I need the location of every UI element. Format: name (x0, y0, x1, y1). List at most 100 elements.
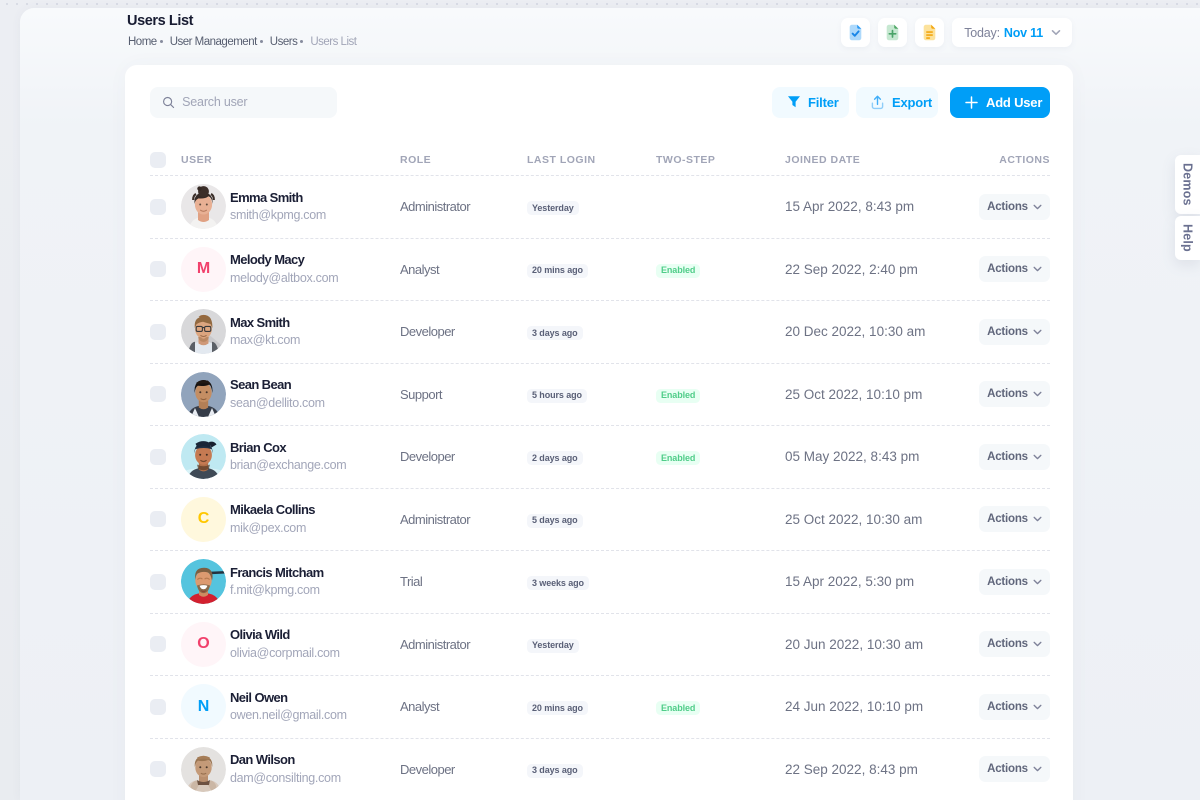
user-role: Support (400, 386, 443, 402)
table-row: M Melody Macy melody@altbox.com Analyst … (150, 239, 1050, 301)
add-user-button[interactable]: Add User (950, 86, 1050, 118)
actions-button[interactable]: Actions (979, 568, 1050, 595)
row-checkbox[interactable] (150, 198, 166, 215)
user-name[interactable]: Sean Bean (230, 377, 292, 392)
user-email: max@kt.com (230, 333, 301, 347)
user-avatar-photo[interactable] (181, 372, 226, 417)
file-check-button[interactable] (841, 18, 871, 47)
search-input[interactable] (182, 95, 327, 109)
row-checkbox[interactable] (150, 448, 166, 465)
demos-tab[interactable]: Demos (1175, 155, 1200, 214)
chevron-down-icon (1033, 579, 1042, 585)
row-checkbox[interactable] (150, 636, 166, 653)
user-avatar-photo[interactable] (181, 184, 226, 229)
breadcrumb-separator-dot (259, 40, 263, 43)
actions-button[interactable]: Actions (979, 256, 1050, 283)
two-step-badge: Enabled (656, 263, 701, 278)
joined-date: 15 Apr 2022, 8:43 pm (785, 199, 915, 215)
actions-button[interactable]: Actions (979, 506, 1050, 533)
user-cell: Emma Smith smith@kpmg.com (181, 184, 400, 229)
row-checkbox[interactable] (150, 573, 166, 590)
row-checkbox[interactable] (150, 761, 166, 778)
user-name[interactable]: Neil Owen (230, 689, 288, 705)
file-plus-button[interactable] (878, 18, 908, 47)
user-avatar-photo[interactable] (181, 559, 226, 604)
chevron-down-icon (1033, 329, 1042, 335)
row-checkbox[interactable] (150, 386, 166, 403)
actions-button-label: Actions (987, 450, 1028, 463)
user-name[interactable]: Dan Wilson (230, 752, 295, 767)
filter-label: Filter (808, 94, 839, 110)
export-button[interactable]: Export (856, 86, 938, 118)
breadcrumb-separator-dot (159, 40, 163, 43)
user-cell: Dan Wilson dam@consilting.com (181, 747, 400, 792)
last-login-badge: 5 hours ago (527, 388, 587, 403)
user-avatar-initial[interactable]: O (181, 621, 226, 667)
file-lines-button[interactable] (915, 18, 945, 47)
actions-button[interactable]: Actions (979, 193, 1050, 220)
actions-button[interactable]: Actions (979, 631, 1050, 658)
chevron-down-icon (1033, 516, 1042, 522)
two-step-badge: Enabled (656, 388, 701, 403)
row-checkbox[interactable] (150, 261, 166, 278)
plus-icon (965, 95, 978, 109)
two-step-cell: Enabled (656, 698, 785, 716)
row-checkbox[interactable] (150, 323, 166, 340)
date-picker-button[interactable]: Today: Nov 11 (952, 18, 1072, 47)
date-label: Today: (964, 25, 1000, 40)
actions-cell: Actions (979, 756, 1050, 783)
last-login-badge: 3 days ago (527, 763, 583, 778)
last-login-cell: 20 mins ago (527, 260, 656, 278)
user-avatar-initial[interactable]: C (181, 496, 226, 542)
user-name[interactable]: Melody Macy (230, 252, 305, 267)
user-cell: N Neil Owen owen.neil@gmail.com (181, 684, 400, 730)
user-avatar-photo[interactable] (181, 434, 226, 479)
table-row: C Mikaela Collins mik@pex.com Administra… (150, 489, 1050, 551)
joined-date: 24 Jun 2022, 10:10 pm (785, 699, 924, 715)
user-email: brian@exchange.com (230, 458, 347, 472)
user-email: owen.neil@gmail.com (230, 708, 347, 722)
user-avatar-initial[interactable]: N (181, 684, 226, 730)
user-avatar-initial[interactable]: M (181, 246, 226, 292)
user-email: f.mit@kpmg.com (230, 583, 320, 597)
user-name[interactable]: Max Smith (230, 314, 290, 330)
demos-tab-label: Demos (1180, 163, 1195, 206)
chevron-down-icon (1033, 204, 1042, 210)
search-box[interactable] (150, 86, 337, 118)
breadcrumb-item: Users List (310, 35, 357, 48)
table-row: O Olivia Wild olivia@corpmail.com Admini… (150, 614, 1050, 676)
breadcrumb-item[interactable]: Home (128, 35, 157, 48)
actions-button[interactable]: Actions (979, 318, 1050, 345)
breadcrumb-item[interactable]: User Management (169, 35, 258, 48)
actions-button[interactable]: Actions (979, 693, 1050, 720)
user-role: Administrator (400, 199, 471, 215)
actions-button[interactable]: Actions (979, 756, 1050, 783)
user-name[interactable]: Emma Smith (230, 189, 303, 205)
user-name[interactable]: Mikaela Collins (230, 502, 316, 517)
card-toolbar: Filter Export Add User (150, 86, 1050, 118)
filter-button[interactable]: Filter (772, 86, 849, 118)
row-checkbox[interactable] (150, 511, 166, 528)
export-icon (871, 95, 884, 109)
search-icon (163, 96, 175, 108)
user-name[interactable]: Brian Cox (230, 439, 287, 455)
help-tab[interactable]: Help (1175, 216, 1200, 260)
breadcrumb-separator-dot (300, 40, 304, 43)
select-all-checkbox[interactable] (150, 151, 166, 168)
user-avatar-photo[interactable] (181, 747, 226, 792)
actions-button-label: Actions (987, 763, 1028, 776)
user-name[interactable]: Olivia Wild (230, 627, 290, 642)
user-name[interactable]: Francis Mitcham (230, 564, 324, 580)
breadcrumb-item[interactable]: Users (269, 35, 298, 48)
user-cell: Brian Cox brian@exchange.com (181, 434, 400, 479)
actions-button[interactable]: Actions (979, 381, 1050, 408)
last-login-cell: 5 days ago (527, 510, 656, 528)
actions-button[interactable]: Actions (979, 443, 1050, 470)
chevron-down-icon (1033, 391, 1042, 397)
actions-button-label: Actions (987, 638, 1028, 651)
row-checkbox[interactable] (150, 698, 166, 715)
user-avatar-photo[interactable] (181, 309, 226, 354)
two-step-cell: Enabled (656, 385, 785, 403)
last-login-cell: Yesterday (527, 635, 656, 653)
filter-icon (788, 96, 800, 108)
